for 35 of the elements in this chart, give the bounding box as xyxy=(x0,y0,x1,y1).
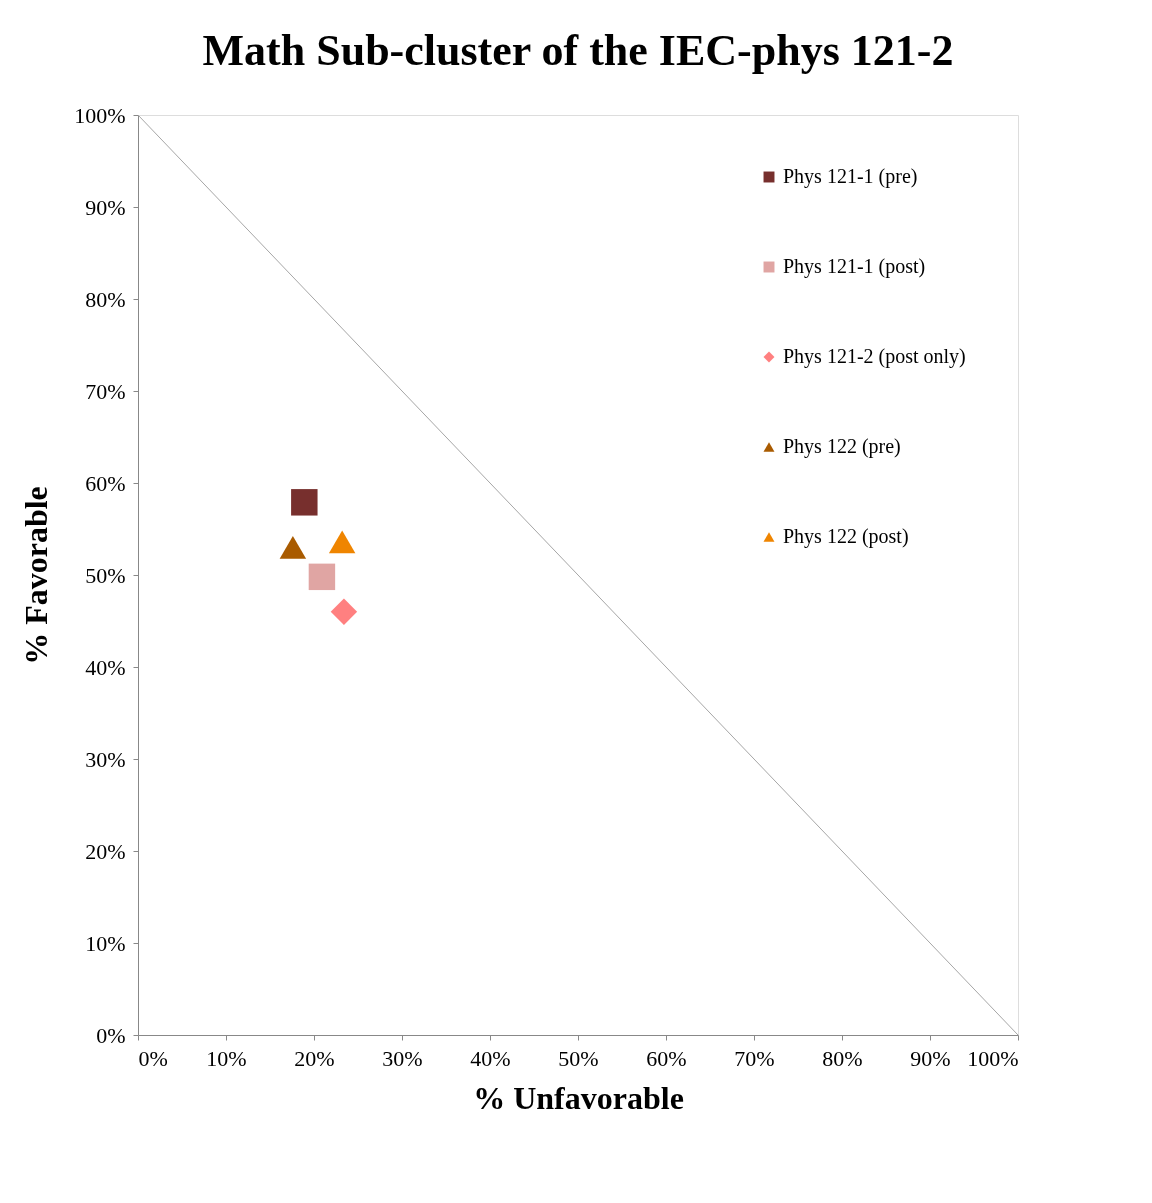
point xyxy=(279,535,307,559)
y-tick-label: 50% xyxy=(85,562,126,588)
x-tick-label: 50% xyxy=(558,1045,599,1071)
point xyxy=(308,563,336,591)
x-tick-label: 80% xyxy=(822,1045,863,1071)
x-tick-label: 90% xyxy=(910,1045,951,1071)
y-tick-label: 10% xyxy=(85,930,126,956)
y-tick-label: 20% xyxy=(85,838,126,864)
x-tick-label: 20% xyxy=(294,1045,335,1071)
legend-label: Phys 121-1 (post) xyxy=(783,255,926,278)
y-tick-label: 70% xyxy=(85,378,126,404)
x-tick-label: 30% xyxy=(382,1045,423,1071)
legend-label: Phys 121-1 (pre) xyxy=(783,165,918,188)
y-tick-label: 60% xyxy=(85,470,126,496)
x-tick-label: 70% xyxy=(734,1045,775,1071)
legend-label: Phys 122 (pre) xyxy=(783,435,901,458)
chart-title: Math Sub-cluster of the IEC-phys 121-2 xyxy=(202,26,954,75)
y-axis-title: % Favorable xyxy=(18,486,55,665)
legend-label: Phys 121-2 (post only) xyxy=(783,345,966,368)
y-tick-label: 90% xyxy=(85,194,126,220)
x-tick-label: 10% xyxy=(206,1045,247,1071)
legend-label: Phys 122 (post) xyxy=(783,525,909,548)
x-tick-label: 40% xyxy=(470,1045,511,1071)
point xyxy=(328,530,356,554)
y-tick-label: 100% xyxy=(74,102,126,128)
x-axis-title: % Unfavorable xyxy=(473,1079,684,1116)
y-tick-label: 40% xyxy=(85,654,126,680)
y-tick-label: 0% xyxy=(96,1022,126,1048)
y-tick-label: 30% xyxy=(85,746,126,772)
x-tick-label: 0% xyxy=(138,1045,168,1071)
x-tick-label: 60% xyxy=(646,1045,687,1071)
x-tick-label: 100% xyxy=(967,1045,1019,1071)
point xyxy=(291,489,318,516)
y-tick-label: 80% xyxy=(85,286,126,312)
point xyxy=(330,598,358,626)
